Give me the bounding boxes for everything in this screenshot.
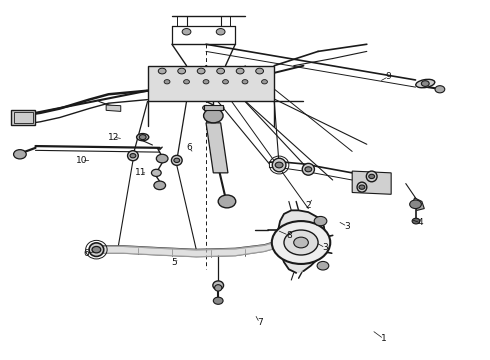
Text: 6: 6 bbox=[186, 143, 192, 152]
Circle shape bbox=[294, 237, 308, 248]
Ellipse shape bbox=[213, 281, 223, 290]
Polygon shape bbox=[206, 123, 228, 173]
Circle shape bbox=[178, 68, 186, 74]
Text: 12: 12 bbox=[108, 132, 119, 141]
Circle shape bbox=[174, 158, 180, 162]
Circle shape bbox=[222, 80, 228, 84]
Circle shape bbox=[158, 68, 166, 74]
Text: 3: 3 bbox=[322, 243, 328, 252]
Circle shape bbox=[412, 218, 420, 224]
Circle shape bbox=[139, 135, 146, 140]
Ellipse shape bbox=[272, 158, 286, 172]
Ellipse shape bbox=[367, 171, 377, 182]
Polygon shape bbox=[147, 66, 274, 102]
Circle shape bbox=[151, 169, 161, 176]
Circle shape bbox=[359, 185, 365, 189]
Circle shape bbox=[236, 68, 244, 74]
Polygon shape bbox=[11, 111, 35, 125]
Text: 5: 5 bbox=[172, 258, 177, 267]
Circle shape bbox=[410, 200, 421, 208]
Text: 2: 2 bbox=[306, 201, 311, 210]
Circle shape bbox=[164, 80, 170, 84]
Text: 4: 4 bbox=[417, 219, 423, 228]
Circle shape bbox=[217, 105, 224, 111]
Circle shape bbox=[182, 28, 191, 35]
Circle shape bbox=[218, 195, 236, 208]
Polygon shape bbox=[412, 198, 424, 210]
Circle shape bbox=[216, 28, 225, 35]
Ellipse shape bbox=[89, 243, 104, 256]
Circle shape bbox=[317, 261, 329, 270]
Circle shape bbox=[197, 68, 205, 74]
Ellipse shape bbox=[302, 163, 315, 175]
Polygon shape bbox=[106, 105, 121, 111]
Circle shape bbox=[305, 167, 312, 172]
Text: 8: 8 bbox=[286, 231, 292, 240]
Circle shape bbox=[156, 154, 168, 163]
Ellipse shape bbox=[127, 151, 138, 161]
Text: 6: 6 bbox=[84, 249, 90, 258]
Circle shape bbox=[262, 80, 268, 84]
Circle shape bbox=[435, 86, 445, 93]
Circle shape bbox=[213, 297, 223, 304]
Text: 7: 7 bbox=[257, 318, 263, 327]
Text: 3: 3 bbox=[344, 222, 350, 231]
Polygon shape bbox=[203, 105, 223, 111]
Text: 9: 9 bbox=[386, 72, 392, 81]
Text: 11: 11 bbox=[134, 168, 146, 177]
Polygon shape bbox=[278, 210, 325, 273]
Circle shape bbox=[14, 150, 26, 159]
Circle shape bbox=[275, 162, 283, 168]
Text: 1: 1 bbox=[381, 334, 387, 343]
Circle shape bbox=[369, 174, 374, 179]
Circle shape bbox=[242, 80, 248, 84]
Circle shape bbox=[256, 68, 264, 74]
Circle shape bbox=[314, 216, 327, 226]
Ellipse shape bbox=[137, 134, 149, 141]
Circle shape bbox=[154, 181, 166, 190]
Circle shape bbox=[284, 230, 318, 255]
Circle shape bbox=[217, 68, 224, 74]
Ellipse shape bbox=[357, 182, 367, 192]
Circle shape bbox=[202, 105, 209, 111]
Circle shape bbox=[421, 81, 429, 86]
Ellipse shape bbox=[416, 79, 435, 88]
Circle shape bbox=[130, 154, 136, 158]
Ellipse shape bbox=[172, 156, 182, 165]
Text: 10: 10 bbox=[76, 156, 88, 165]
Circle shape bbox=[203, 80, 209, 84]
Circle shape bbox=[92, 247, 101, 253]
Circle shape bbox=[272, 221, 330, 264]
Ellipse shape bbox=[215, 285, 222, 291]
Circle shape bbox=[203, 109, 223, 123]
Polygon shape bbox=[99, 241, 279, 257]
Circle shape bbox=[184, 80, 190, 84]
Polygon shape bbox=[352, 171, 391, 194]
